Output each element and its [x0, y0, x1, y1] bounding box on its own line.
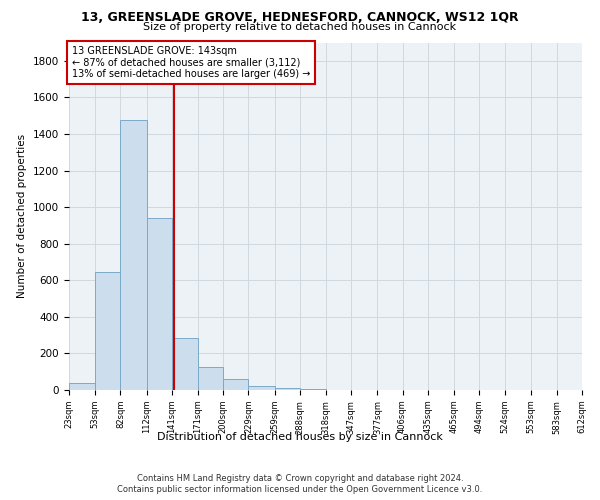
- Bar: [121, 120, 146, 390]
- Text: Size of property relative to detached houses in Cannock: Size of property relative to detached ho…: [143, 22, 457, 32]
- Text: Contains HM Land Registry data © Crown copyright and database right 2024.: Contains HM Land Registry data © Crown c…: [137, 474, 463, 483]
- Text: Distribution of detached houses by size in Cannock: Distribution of detached houses by size …: [157, 432, 443, 442]
- Text: Contains public sector information licensed under the Open Government Licence v3: Contains public sector information licen…: [118, 485, 482, 494]
- Bar: [248, 386, 275, 390]
- Bar: [198, 366, 223, 390]
- Bar: [275, 388, 300, 390]
- Bar: [146, 218, 172, 390]
- Bar: [223, 378, 248, 390]
- Text: 13, GREENSLADE GROVE, HEDNESFORD, CANNOCK, WS12 1QR: 13, GREENSLADE GROVE, HEDNESFORD, CANNOC…: [81, 11, 519, 24]
- Text: 13 GREENSLADE GROVE: 143sqm
← 87% of detached houses are smaller (3,112)
13% of : 13 GREENSLADE GROVE: 143sqm ← 87% of det…: [71, 46, 310, 79]
- Bar: [69, 383, 95, 390]
- Bar: [172, 338, 198, 390]
- Y-axis label: Number of detached properties: Number of detached properties: [17, 134, 28, 298]
- Bar: [95, 272, 121, 390]
